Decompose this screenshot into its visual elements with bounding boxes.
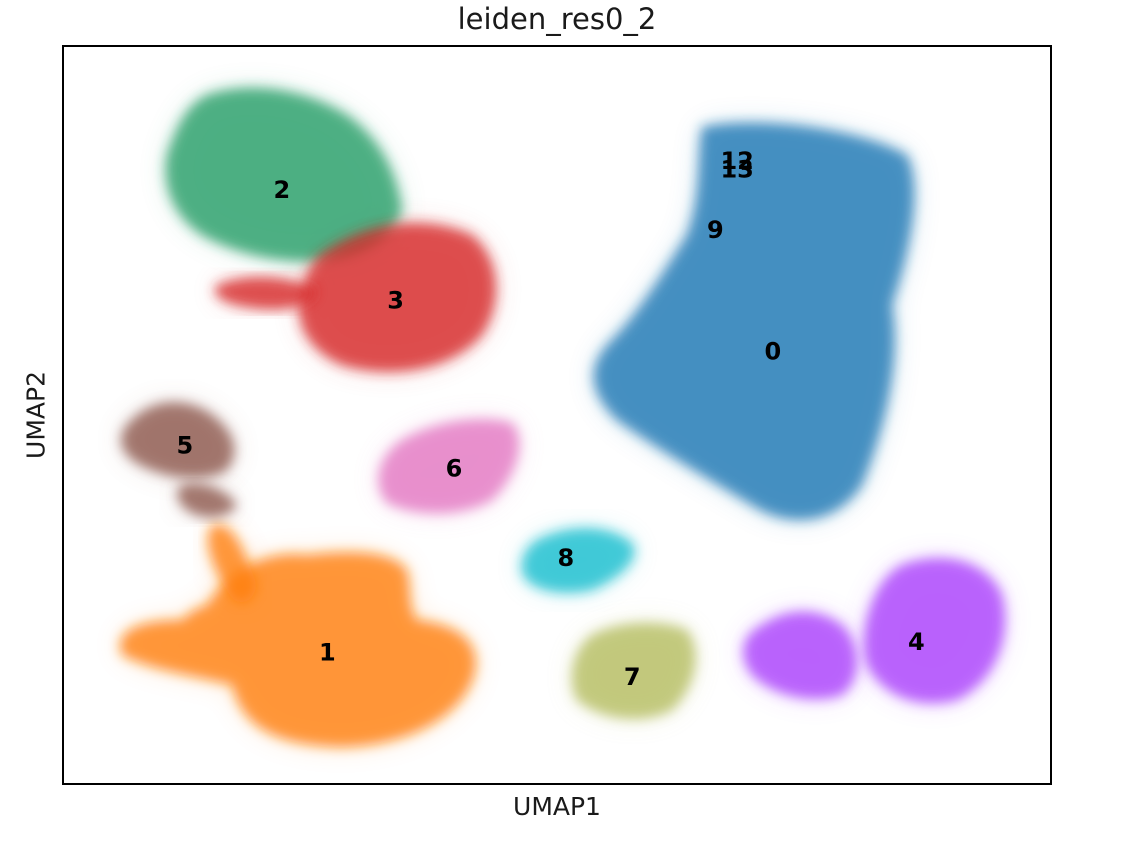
cluster-label-0: 0 [764,337,781,365]
cluster-label-5: 5 [176,431,193,459]
cluster-4-points-1 [743,611,857,699]
cluster-label-3: 3 [387,286,404,314]
cluster-1-points-1 [207,524,257,603]
cluster-label-6: 6 [446,454,463,482]
cluster-label-12: 12 [720,147,753,175]
cluster-6-points [378,419,520,514]
cluster-3-points-1 [215,277,317,310]
cluster-label-8: 8 [558,544,575,572]
cluster-1-points [120,552,476,747]
cluster-label-2: 2 [273,176,290,204]
cluster-5-points [121,402,235,479]
cluster-8-points [521,528,635,593]
cluster-4-points [863,558,1005,704]
cluster-label-7: 7 [624,663,641,691]
cluster-label-4: 4 [908,628,925,656]
cluster-5-points-1 [177,483,237,517]
y-axis-label: UMAP2 [21,371,51,459]
plot-area: 0 1 2 3 4 5 6 7 8 9 12 13 [62,45,1052,785]
plot-frame [62,45,1052,785]
cluster-0-points [593,122,915,520]
cluster-label-1: 1 [319,639,336,667]
x-axis-label: UMAP1 [513,792,601,821]
cluster-label-13: 13 [720,155,753,183]
chart-title: leiden_res0_2 [457,2,657,36]
cluster-2-points [165,87,402,262]
cluster-3-points [298,223,496,372]
cluster-label-9: 9 [707,216,724,244]
cluster-7-points [572,623,696,719]
